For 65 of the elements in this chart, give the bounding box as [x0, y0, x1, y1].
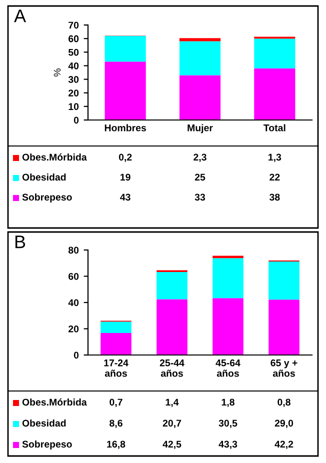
data-label: 30,5 [218, 420, 238, 428]
x-tick-label: 65 y + años [270, 359, 298, 377]
y-tick-label: 30 [68, 76, 79, 83]
data-label: 25 [194, 174, 206, 181]
x-tick-label: Total [264, 124, 286, 132]
bar [212, 258, 244, 298]
data-label: 2,3 [194, 154, 206, 162]
legend-label: Obesidad [22, 173, 66, 181]
y-tick-label: 70 [68, 22, 79, 29]
data-label: 43 [120, 194, 130, 201]
y-tick-label: 40 [68, 62, 79, 70]
y-tick-label: 0 [74, 352, 79, 359]
y-tick-label: 20 [68, 90, 79, 96]
data-label: 22 [270, 174, 280, 181]
data-label: 42,2 [274, 440, 294, 450]
y-tick-label: 40 [68, 299, 79, 306]
data-label: 16,8 [107, 440, 126, 450]
legend-label: Obes.Mórbida [22, 153, 87, 161]
x-tick-label: Hombres [104, 124, 146, 132]
x-tick-label: Mujer [188, 124, 213, 134]
data-label: 33 [194, 194, 206, 201]
x-tick-label: 17-24 años [104, 359, 128, 377]
bar [212, 298, 244, 355]
bar [179, 38, 221, 42]
data-label: 42,5 [162, 440, 182, 450]
y-tick-label: 80 [68, 246, 79, 254]
legend-label: Sobrepeso [22, 193, 72, 203]
data-label: 20,7 [162, 420, 182, 428]
y-tick-label: 60 [68, 272, 79, 280]
data-label: 0,2 [118, 154, 132, 162]
data-label: 0,8 [278, 398, 290, 408]
data-label: 29,0 [274, 420, 294, 428]
legend-label: Obes.Mórbida [22, 398, 87, 406]
chart-title: B [15, 236, 26, 248]
chart-title: A [14, 10, 26, 22]
bar [104, 62, 146, 120]
data-label: 43,3 [218, 440, 238, 450]
data-label: 19 [120, 174, 130, 181]
bar [156, 299, 188, 355]
data-label: 1,8 [222, 398, 234, 408]
bar [254, 38, 296, 68]
legend-label: Sobrepeso [22, 440, 72, 450]
y-tick-label: 20 [68, 325, 79, 332]
bar [179, 75, 221, 120]
bar [104, 36, 146, 62]
data-label: 38 [269, 194, 280, 201]
y-tick-label: 10 [68, 103, 79, 110]
y-tick-label: 50 [68, 48, 79, 56]
x-tick-label: 45-64 años [216, 359, 240, 377]
bar [100, 332, 132, 355]
y-tick-label: 60 [68, 35, 79, 42]
bar [156, 272, 188, 300]
data-label: 0,7 [110, 398, 122, 408]
data-label: 8,6 [110, 420, 122, 428]
data-label: 1,4 [166, 398, 179, 408]
bar [268, 262, 300, 300]
x-tick-label: 25-44 años [160, 359, 184, 377]
data-label: 1,3 [268, 154, 282, 162]
legend-label: Obesidad [22, 419, 66, 427]
bar [268, 300, 300, 355]
bar [179, 41, 221, 76]
bar [254, 68, 296, 120]
bar [100, 322, 132, 333]
y-axis-title: % [54, 68, 61, 76]
y-tick-label: 0 [74, 116, 79, 124]
